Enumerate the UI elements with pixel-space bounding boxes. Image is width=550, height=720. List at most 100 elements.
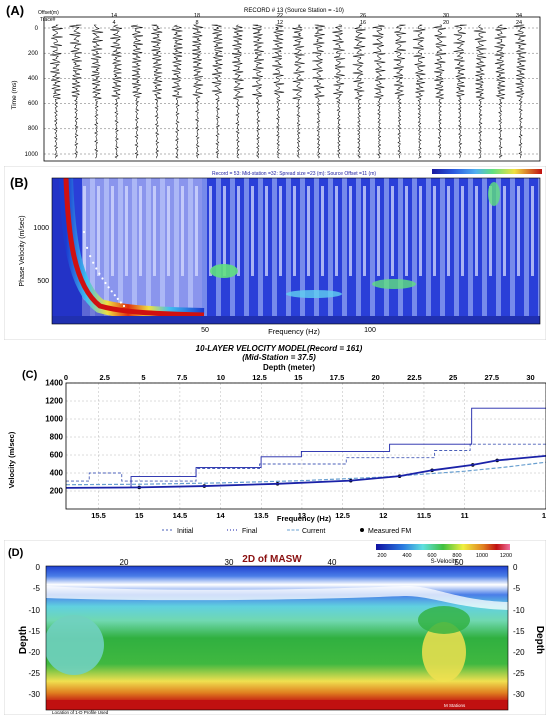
chart-subtitle: (Mid-Station = 37.5) xyxy=(242,353,316,362)
dispersion-point xyxy=(119,301,122,304)
frequency-tick: 14 xyxy=(216,511,225,520)
velocity-tick: 1200 xyxy=(45,397,63,406)
masw-section: (D) 2D of MASW 200 400 600 800 1000 1200… xyxy=(3,539,547,716)
dispersion-point xyxy=(98,272,101,275)
frequency-tick: 11 xyxy=(461,511,469,520)
legend-initial: Initial xyxy=(177,528,194,535)
dispersion-point xyxy=(89,255,92,258)
dispersion-point xyxy=(101,277,104,280)
frequency-tick: 50 xyxy=(201,327,209,334)
time-axis-label: Time (ms) xyxy=(11,80,18,109)
depth-tick: 22.5 xyxy=(407,373,422,382)
dispersion-point xyxy=(95,267,98,270)
seismic-trace xyxy=(393,24,407,159)
depth-tick-right: -25 xyxy=(513,669,525,678)
seismic-trace xyxy=(412,24,426,159)
colorbar-tick: 600 xyxy=(427,553,436,559)
dispersion-point xyxy=(82,230,86,234)
depth-axis-label-right: Depth xyxy=(534,626,545,654)
legend-final: Final xyxy=(242,528,258,535)
panel-a: (A) RECORD # 13 (Source Station = -10) O… xyxy=(4,3,546,173)
series-initial xyxy=(66,443,546,482)
frequency-tick: 13.5 xyxy=(254,511,269,520)
depth-tick: -20 xyxy=(28,648,40,657)
station-tick: 50 xyxy=(455,558,464,567)
chart-grid xyxy=(66,382,547,509)
seismic-trace xyxy=(90,24,104,159)
velocity-tick: 200 xyxy=(50,487,64,496)
dispersion-header: Record = 53: Mid-station =32: Spread siz… xyxy=(212,171,376,177)
time-tick: 600 xyxy=(28,101,39,107)
station-tick: 20 xyxy=(120,558,129,567)
offset-tick: 18 xyxy=(194,13,200,19)
panel-b: (B) xyxy=(3,165,547,341)
seismic-trace xyxy=(251,24,264,159)
s-velocity-colorbar xyxy=(376,544,510,550)
velocity-tick: 400 xyxy=(50,469,64,478)
trace-tick: 12 xyxy=(277,20,283,26)
chart-series xyxy=(65,407,547,490)
dispersion-point xyxy=(116,297,119,300)
frequency-tick: 13 xyxy=(298,511,306,520)
velocity-axis-label: Velocity (m/sec) xyxy=(7,431,16,488)
trace-tick: 24 xyxy=(516,20,522,26)
frequency-tick: 12.5 xyxy=(335,511,350,520)
offset-tick: 30 xyxy=(443,13,449,19)
trace-tick: 8 xyxy=(195,20,198,26)
seismic-trace xyxy=(192,24,204,159)
offset-tick: 14 xyxy=(111,13,117,19)
frequency-tick: 15.5 xyxy=(91,511,106,520)
seismic-trace xyxy=(232,24,244,159)
seismic-trace xyxy=(110,24,122,159)
phase-velocity-tick: 1000 xyxy=(33,225,49,232)
depth-tick: 17.5 xyxy=(330,373,345,382)
seismic-trace xyxy=(171,24,183,159)
dispersion-point xyxy=(122,304,126,308)
legend-current: Current xyxy=(302,528,325,535)
time-tick: 800 xyxy=(28,126,39,132)
series-final xyxy=(66,407,546,488)
time-tick: 0 xyxy=(35,26,39,32)
seismic-trace xyxy=(494,24,508,159)
seismic-trace xyxy=(151,24,163,159)
seismic-trace xyxy=(513,24,527,159)
depth-tick-right: -30 xyxy=(513,690,525,699)
depth-axis-label: Depth (meter) xyxy=(263,363,315,372)
depth-tick-right: -5 xyxy=(513,584,521,593)
colorbar-tick: 800 xyxy=(452,553,461,559)
depth-tick: -15 xyxy=(28,627,40,636)
colorbar-tick: 400 xyxy=(402,553,411,559)
colorbar-label: S-Velocity xyxy=(431,559,458,565)
velocity-tick: 800 xyxy=(50,433,64,442)
depth-tick: 7.5 xyxy=(177,373,187,382)
chart-frame xyxy=(65,382,547,510)
trace-tick: 4 xyxy=(112,20,115,26)
dispersion-point xyxy=(107,286,110,289)
seismic-trace xyxy=(49,24,63,159)
phase-velocity-axis-label: Phase Velocity (m/sec) xyxy=(19,215,26,286)
section-title: 2D of MASW xyxy=(242,554,302,565)
time-tick: 200 xyxy=(28,51,39,57)
offset-tick: 22 xyxy=(277,13,283,19)
depth-tick: 25 xyxy=(449,373,457,382)
offset-tick: 26 xyxy=(360,13,366,19)
stations-note: M Stations xyxy=(444,703,466,708)
depth-tick: 12.5 xyxy=(252,373,267,382)
seismic-trace xyxy=(292,24,305,159)
record-title: RECORD # 13 (Source Station = -10) xyxy=(244,8,344,14)
velocity-tick: 1000 xyxy=(45,415,63,424)
trace-label: Trace# xyxy=(40,17,56,23)
time-tick: 400 xyxy=(28,76,39,82)
offset-tick: 34 xyxy=(516,13,522,19)
dispersion-point xyxy=(92,261,95,264)
depth-tick: 10 xyxy=(217,373,225,382)
velocity-section xyxy=(46,566,508,710)
dispersion-point xyxy=(110,290,113,293)
frequency-tick: 10 xyxy=(542,511,546,520)
velocity-tick: 1400 xyxy=(45,379,63,388)
panel-d: (D) 2D of MASW 200 400 600 800 1000 1200… xyxy=(3,539,547,716)
depth-tick: -5 xyxy=(33,584,41,593)
frequency-axis-label: Frequency (Hz) xyxy=(268,327,320,336)
frequency-tick: 12 xyxy=(379,511,387,520)
depth-tick: -30 xyxy=(28,690,40,699)
